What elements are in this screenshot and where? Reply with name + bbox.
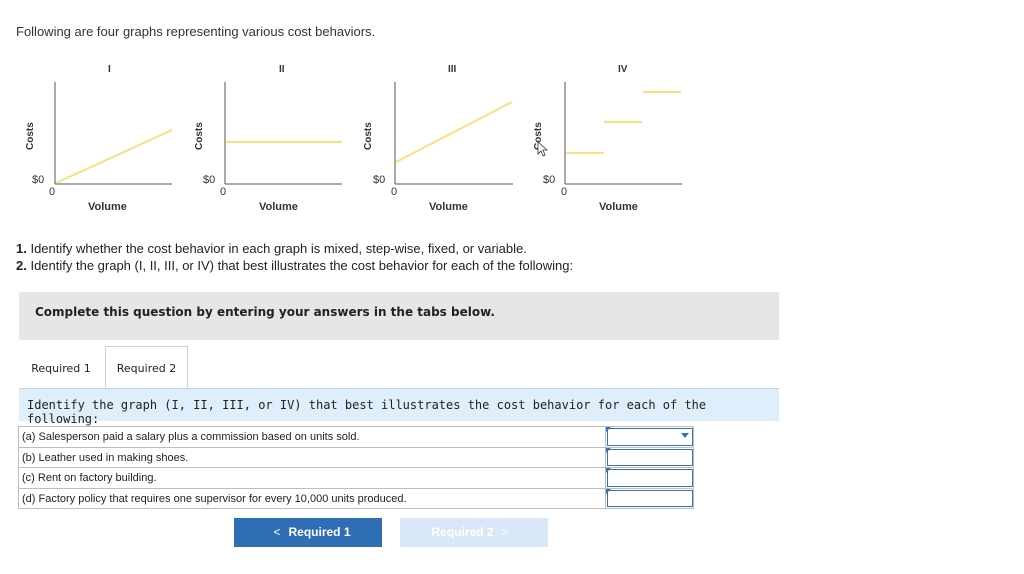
input-marker-icon (606, 447, 611, 453)
row-description: (d) Factory policy that requires one sup… (22, 492, 407, 505)
instructions: 1. Identify whether the cost behavior in… (16, 240, 573, 274)
mouse-cursor-icon (537, 141, 549, 157)
graph-ii-origin-zero: 0 (220, 186, 227, 198)
table-row: (c) Rent on factory building. (18, 468, 694, 489)
graph-ii-plot (224, 82, 342, 185)
answer-cell[interactable] (605, 427, 694, 447)
question-text: Identify the graph (I, II, III, or IV) t… (27, 398, 707, 426)
graph-ii-title: II (279, 64, 285, 75)
intro-text: Following are four graphs representing v… (16, 24, 376, 39)
prev-button-label: Required 1 (288, 525, 351, 539)
graph-i-title: I (108, 64, 111, 75)
graph-i-origin-dollar: $0 (32, 174, 45, 186)
chevron-left-icon: < (273, 525, 281, 539)
answer-cell[interactable] (605, 488, 694, 508)
prev-required-1-button[interactable]: < Required 1 (234, 518, 382, 547)
graph-iii-cost-line (395, 101, 513, 163)
table-row: (d) Factory policy that requires one sup… (18, 488, 694, 509)
input-marker-icon (606, 488, 611, 494)
banner-text: Complete this question by entering your … (35, 305, 495, 319)
graph-iv-xlabel: Volume (599, 201, 638, 213)
graph-select-c[interactable] (607, 469, 693, 487)
instruction-banner: Complete this question by entering your … (19, 292, 779, 340)
answer-cell[interactable] (605, 447, 694, 467)
tab-required-1[interactable]: Required 1 (19, 346, 103, 388)
chevron-down-icon[interactable] (681, 433, 689, 438)
answer-table: (a) Salesperson paid a salary plus a com… (18, 426, 694, 509)
graph-iii-origin-dollar: $0 (373, 174, 386, 186)
graph-select-d[interactable] (607, 489, 693, 507)
tab-required-2-label: Required 2 (116, 362, 177, 375)
instruction-1-number: 1. (16, 241, 27, 256)
graph-ii-xlabel: Volume (259, 201, 298, 213)
graph-i-cost-line (55, 129, 173, 184)
graph-iv-origin-zero: 0 (561, 186, 568, 198)
input-marker-icon (606, 427, 611, 432)
chevron-right-icon: > (501, 525, 509, 539)
graph-select-a[interactable] (607, 428, 693, 446)
row-description: (a) Salesperson paid a salary plus a com… (22, 431, 360, 443)
graph-ii-origin-dollar: $0 (203, 174, 216, 186)
tab-required-2[interactable]: Required 2 (105, 346, 188, 388)
graph-select-b[interactable] (607, 448, 693, 466)
table-row: (b) Leather used in making shoes. (18, 447, 694, 468)
answer-cell[interactable] (605, 468, 694, 488)
graph-i: I Costs $0 0 Volume (22, 58, 192, 218)
graph-i-plot (54, 82, 173, 185)
instruction-2: 2. Identify the graph (I, II, III, or IV… (16, 257, 573, 274)
instruction-1-text: Identify whether the cost behavior in ea… (26, 241, 527, 256)
graph-iv-title: IV (618, 64, 628, 75)
input-marker-icon (606, 468, 611, 473)
table-row: (a) Salesperson paid a salary plus a com… (18, 427, 694, 448)
graph-iii-title: III (448, 64, 457, 75)
graph-iii-plot (394, 82, 513, 185)
graph-iv-origin-dollar: $0 (543, 174, 556, 186)
next-button-label: Required 2 (431, 525, 494, 539)
next-required-2-button[interactable]: Required 2 > (400, 518, 548, 547)
graph-i-xlabel: Volume (88, 201, 127, 213)
graph-iii: III Costs $0 0 Volume (361, 58, 531, 218)
row-description: (c) Rent on factory building. (22, 472, 157, 484)
row-description: (b) Leather used in making shoes. (22, 451, 189, 464)
tab-required-1-label: Required 1 (31, 362, 91, 375)
instruction-2-text: Identify the graph (I, II, III, or IV) t… (26, 258, 574, 273)
question-bar: Identify the graph (I, II, III, or IV) t… (19, 389, 779, 426)
tab-divider (19, 388, 779, 389)
instruction-1: 1. Identify whether the cost behavior in… (16, 240, 573, 257)
graph-iii-origin-zero: 0 (391, 186, 398, 198)
instruction-2-number: 2. (16, 258, 27, 273)
graph-i-origin-zero: 0 (49, 186, 56, 198)
graph-ii: II Costs $0 0 Volume (192, 58, 362, 218)
graph-iii-xlabel: Volume (429, 201, 468, 213)
graph-iv-plot (537, 82, 682, 185)
graph-iv: IV Costs $0 0 Volume (530, 58, 700, 218)
